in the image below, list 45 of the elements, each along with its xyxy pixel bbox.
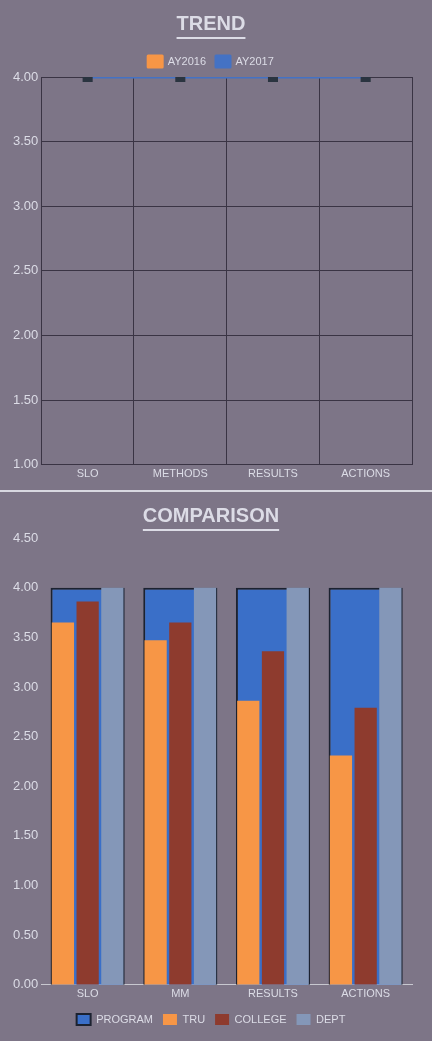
bar [51,622,75,985]
x-tick-label: SLO [76,467,100,480]
legend-label: TRU [182,1012,206,1025]
legend-label: AY2017 [235,54,274,67]
x-tick-label: SLO [76,987,100,1000]
y-tick-label: 2.50 [12,728,39,744]
x-tick-label: ACTIONS [341,987,391,1000]
y-tick-label: 1.50 [12,827,39,843]
bar [354,707,377,985]
y-tick-label: 0.00 [12,976,39,992]
legend-label: AY2016 [167,54,206,67]
y-tick-label: 2.00 [12,327,39,343]
bar [144,640,167,985]
x-tick-label: RESULTS [248,987,298,1000]
x-tick-label: ACTIONS [341,467,391,480]
bar [76,601,99,985]
y-tick-label: 2.50 [12,262,39,278]
y-tick-label: 3.50 [12,628,39,644]
y-tick-label: 2.00 [12,777,39,793]
bar [286,587,309,985]
legend-label: COLLEGE [234,1012,287,1025]
y-tick-label: 4.00 [12,68,39,84]
chart-title: TREND [176,11,246,34]
x-tick-label: METHODS [152,467,208,480]
y-tick-label: 3.00 [12,678,39,694]
y-tick-label: 4.50 [12,529,39,545]
bar [237,700,260,985]
y-tick-label: 3.00 [12,197,39,213]
bar [169,622,192,985]
chart-title: COMPARISON [142,503,280,526]
y-tick-label: 3.50 [12,133,39,149]
bar [193,587,217,985]
legend-label: PROGRAM [96,1012,153,1025]
x-tick-label: RESULTS [248,467,298,480]
bar [379,587,402,985]
y-tick-label: 4.00 [12,579,39,595]
y-tick-label: 1.00 [12,877,39,893]
bar [261,651,285,985]
y-tick-label: 1.00 [12,456,39,472]
bar [101,587,124,985]
x-tick-label: MM [171,987,190,1000]
bar [329,755,353,985]
legend-label: DEPT [316,1012,346,1025]
y-tick-label: 0.50 [12,926,39,942]
y-tick-label: 1.50 [12,391,39,407]
